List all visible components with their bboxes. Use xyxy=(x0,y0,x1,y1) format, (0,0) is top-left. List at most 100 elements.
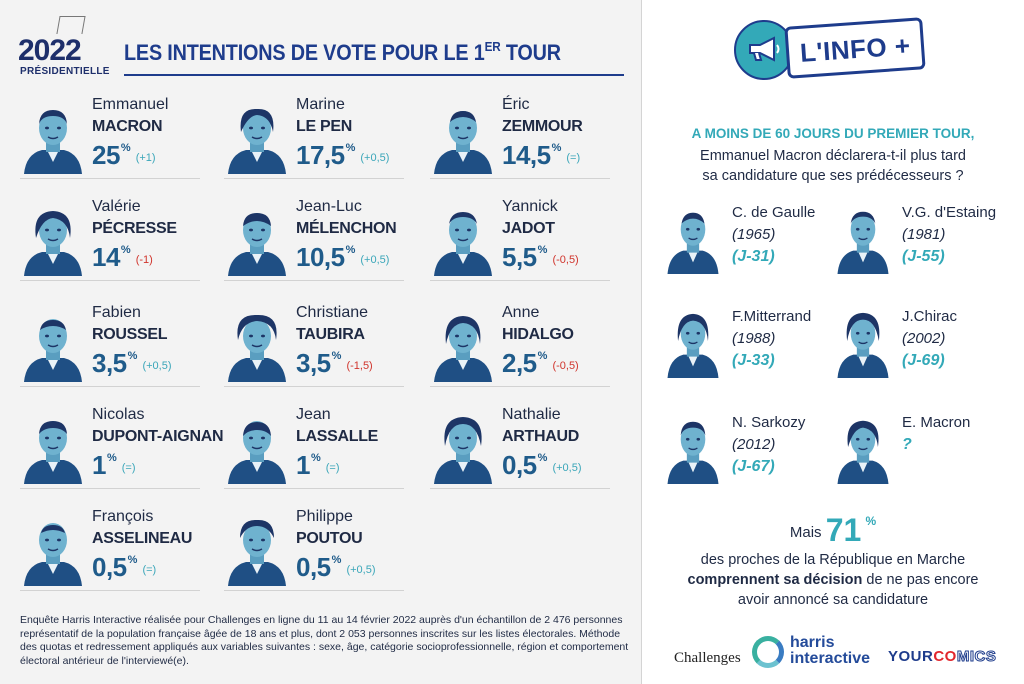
your-text-a: YOUR xyxy=(888,648,934,665)
stat-description: des proches de la République en Marche c… xyxy=(642,550,1024,610)
candidate-score: 3,5% (+0,5) xyxy=(92,348,171,379)
candidate-first-name: Christiane xyxy=(296,304,369,321)
candidate-last-name: JADOT xyxy=(502,220,555,237)
score-change: (-0,5) xyxy=(552,360,579,372)
score-value: 1 xyxy=(92,450,106,480)
score-change: (=) xyxy=(566,152,581,164)
info-panel: L'INFO + A MOINS DE 60 JOURS DU PREMIER … xyxy=(642,0,1024,684)
candidate-score: 25% (+1) xyxy=(92,140,156,171)
card-divider xyxy=(224,178,404,179)
card-divider xyxy=(20,488,200,489)
stat-value: 71 xyxy=(825,512,862,548)
candidate-score: 0,5% (+0,5) xyxy=(502,450,581,481)
harris-ring-icon xyxy=(752,636,784,668)
your-text-c: MICS xyxy=(956,648,997,666)
candidate-portrait xyxy=(224,102,290,174)
candidate-card: Fabien ROUSSEL 3,5% (+0,5) xyxy=(20,304,210,404)
candidate-card: Valérie PÉCRESSE 14% (-1) xyxy=(20,198,210,298)
president-portrait xyxy=(834,414,892,484)
score-change: (-1,5) xyxy=(346,360,373,372)
president-portrait xyxy=(664,414,722,484)
candidate-score: 1% (=) xyxy=(92,450,136,481)
president-name: V.G. d'Estaing xyxy=(902,204,997,221)
score-value: 14 xyxy=(92,242,120,272)
candidate-first-name: Éric xyxy=(502,96,530,113)
score-percent-sign: % xyxy=(537,350,548,362)
title-main: LES INTENTIONS DE VOTE POUR LE 1 xyxy=(124,40,485,65)
challenges-logo: Challenges xyxy=(674,650,741,666)
candidate-first-name: Marine xyxy=(296,96,345,113)
candidate-score: 10,5% (+0,5) xyxy=(296,242,389,273)
candidate-score: 3,5% (-1,5) xyxy=(296,348,373,379)
card-divider xyxy=(20,280,200,281)
score-percent-sign: % xyxy=(127,350,138,362)
logo-subtitle: PRÉSIDENTIELLE xyxy=(20,66,110,77)
president-days-before: (J-33) xyxy=(732,352,775,369)
candidate-portrait xyxy=(430,204,496,276)
president-year: (1965) xyxy=(732,226,776,243)
candidate-last-name: TAUBIRA xyxy=(296,326,365,343)
candidate-card: Emmanuel MACRON 25% (+1) xyxy=(20,96,210,196)
candidate-first-name: Fabien xyxy=(92,304,141,321)
president-year: (1988) xyxy=(732,330,776,347)
card-divider xyxy=(430,488,610,489)
president-card: J.Chirac (2002) (J-69) xyxy=(834,308,1004,388)
candidate-score: 0,5% (+0,5) xyxy=(296,552,375,583)
score-change: (-0,5) xyxy=(552,254,579,266)
survey-footnote: Enquête Harris Interactive réalisée pour… xyxy=(20,614,629,667)
candidate-score: 0,5% (=) xyxy=(92,552,156,583)
card-divider xyxy=(224,280,404,281)
score-percent-sign: % xyxy=(345,244,356,256)
candidate-card: Jean LASSALLE 1% (=) xyxy=(224,406,414,506)
card-divider xyxy=(224,590,404,591)
candidate-score: 14,5% (=) xyxy=(502,140,580,171)
stat-mais: Mais xyxy=(789,524,822,541)
candidate-last-name: HIDALGO xyxy=(502,326,574,343)
score-percent-sign: % xyxy=(537,452,548,464)
logo-year-text: 2022 xyxy=(18,34,82,67)
question-text: Emmanuel Macron déclarera-t-il plus tard… xyxy=(642,146,1024,186)
card-divider xyxy=(224,386,404,387)
president-portrait xyxy=(664,308,722,378)
candidate-first-name: Emmanuel xyxy=(92,96,169,113)
candidate-last-name: LE PEN xyxy=(296,118,352,135)
megaphone-icon xyxy=(749,36,780,62)
candidate-first-name: Anne xyxy=(502,304,540,321)
score-percent-sign: % xyxy=(551,142,562,154)
president-days-before: (J-67) xyxy=(732,458,775,475)
president-name: E. Macron xyxy=(902,414,971,431)
score-value: 2,5 xyxy=(502,348,537,378)
candidate-first-name: Yannick xyxy=(502,198,558,215)
info-plus-badge: L'INFO + xyxy=(734,17,934,82)
harris-interactive-logo: harris interactive xyxy=(752,634,880,670)
candidate-last-name: ROUSSEL xyxy=(92,326,168,343)
title-underline xyxy=(124,74,624,76)
score-change: (+0,5) xyxy=(346,564,376,576)
candidate-card: Anne HIDALGO 2,5% (-0,5) xyxy=(430,304,620,404)
card-divider xyxy=(430,386,610,387)
president-portrait xyxy=(834,308,892,378)
title-sup: ER xyxy=(484,39,501,54)
president-portrait xyxy=(664,204,722,274)
score-percent-sign: % xyxy=(127,554,138,566)
your-text-b: CO xyxy=(933,648,957,665)
score-percent-sign: % xyxy=(331,554,342,566)
candidate-portrait xyxy=(20,514,86,586)
score-change: (+0,5) xyxy=(142,360,172,372)
stat-line-1: des proches de la République en Marche xyxy=(700,552,966,568)
presidentielle-2022-logo: 2022 PRÉSIDENTIELLE xyxy=(18,16,114,80)
president-year: (2002) xyxy=(902,330,946,347)
card-divider xyxy=(20,178,200,179)
score-percent-sign: % xyxy=(537,244,548,256)
score-change: (+0,5) xyxy=(360,254,390,266)
president-name: F.Mitterrand xyxy=(732,308,812,325)
card-divider xyxy=(430,280,610,281)
card-divider xyxy=(430,178,610,179)
score-percent-sign: % xyxy=(310,452,321,464)
candidate-first-name: Jean xyxy=(296,406,331,423)
card-divider xyxy=(20,386,200,387)
candidate-card: Nathalie ARTHAUD 0,5% (+0,5) xyxy=(430,406,620,506)
candidate-portrait xyxy=(20,310,86,382)
left-panel: 2022 PRÉSIDENTIELLE LES INTENTIONS DE VO… xyxy=(0,0,642,684)
candidate-portrait xyxy=(430,310,496,382)
